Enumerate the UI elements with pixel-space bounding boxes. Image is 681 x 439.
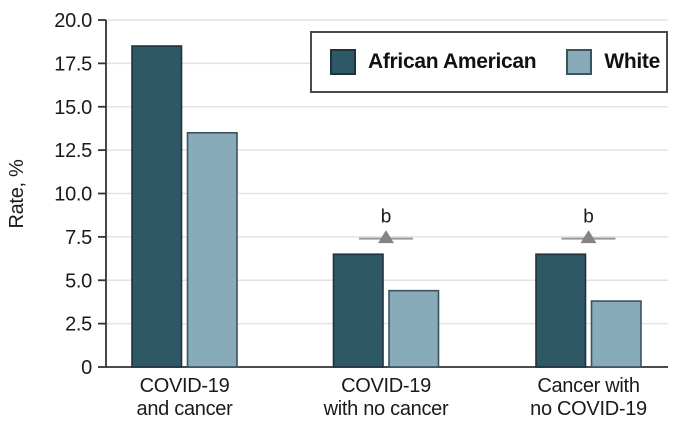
bar-african-american-0 xyxy=(131,45,183,368)
legend-label-african-american: African American xyxy=(368,50,537,73)
bar-white-2 xyxy=(590,300,642,368)
y-tick-label: 2.5 xyxy=(65,314,92,336)
y-tick-label: 15.0 xyxy=(54,97,92,119)
y-axis-title: Rate, % xyxy=(6,159,28,229)
legend-item-white: White xyxy=(566,49,660,75)
bar-african-american-1 xyxy=(332,253,384,368)
significance-label: b xyxy=(381,207,392,228)
significance-marker-triangle xyxy=(580,230,597,244)
legend-item-african-american: African American xyxy=(330,49,537,75)
legend-swatch-african-american xyxy=(330,49,356,75)
legend-label-white: White xyxy=(604,50,660,73)
y-tick-label: 20.0 xyxy=(54,10,92,32)
bar-white-1 xyxy=(388,289,440,368)
x-category-label-1: COVID-19 with no cancer xyxy=(323,375,449,420)
y-tick-label: 5.0 xyxy=(65,270,92,292)
legend: African American White xyxy=(310,31,668,93)
y-tick-label: 7.5 xyxy=(65,227,92,249)
significance-marker-triangle xyxy=(378,230,394,244)
x-category-label-2: Cancer with no COVID-19 xyxy=(530,375,647,420)
bar-white-0 xyxy=(186,131,238,368)
y-tick-label: 10.0 xyxy=(54,184,92,206)
bar-african-american-2 xyxy=(535,253,587,368)
y-tick-label: 0 xyxy=(81,357,92,379)
x-category-label-0: COVID-19 and cancer xyxy=(137,375,234,420)
significance-label: b xyxy=(583,207,594,228)
y-tick-label: 17.5 xyxy=(54,53,92,75)
legend-swatch-white xyxy=(566,49,593,75)
y-tick-label: 12.5 xyxy=(54,140,92,162)
